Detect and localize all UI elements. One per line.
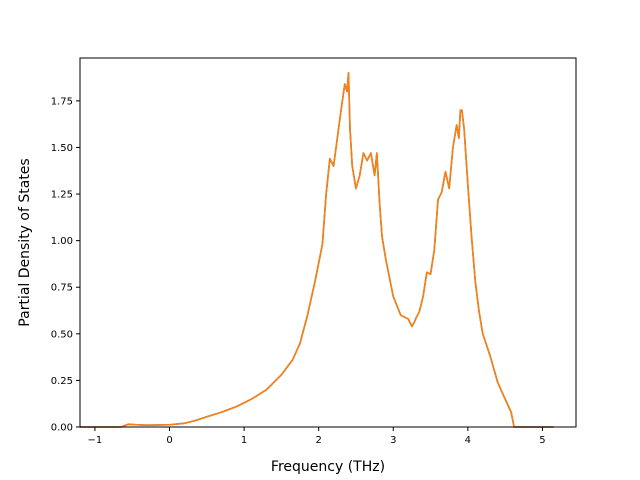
y-tick-label: 0.75 bbox=[51, 283, 73, 294]
y-ticks: 0.00 0.25 0.50 0.75 1.00 1.25 1.50 1.75 bbox=[51, 96, 80, 434]
series-line-2 bbox=[80, 72, 554, 428]
y-tick-label: 0.00 bbox=[51, 423, 73, 434]
y-tick-label: 0.50 bbox=[51, 329, 73, 340]
x-ticks: −1 0 1 2 3 4 5 bbox=[88, 427, 546, 446]
x-tick-label: 3 bbox=[390, 435, 396, 446]
x-tick-label: 1 bbox=[241, 435, 247, 446]
y-tick-label: 1.50 bbox=[51, 143, 73, 154]
x-axis-label: Frequency (THz) bbox=[271, 459, 385, 475]
y-tick-label: 1.00 bbox=[51, 236, 73, 247]
x-tick-label: 0 bbox=[166, 435, 172, 446]
y-axis-label: Partial Density of States bbox=[17, 158, 33, 326]
y-tick-label: 1.25 bbox=[51, 190, 73, 201]
series-line-1 bbox=[80, 72, 554, 428]
series-layer bbox=[80, 72, 554, 428]
y-tick-label: 1.75 bbox=[51, 96, 73, 107]
x-tick-label: 4 bbox=[465, 435, 471, 446]
x-tick-label: 5 bbox=[539, 435, 545, 446]
x-tick-label: −1 bbox=[88, 435, 103, 446]
x-tick-label: 2 bbox=[315, 435, 321, 446]
plot-frame bbox=[79, 57, 577, 428]
y-tick-label: 0.25 bbox=[51, 376, 73, 387]
